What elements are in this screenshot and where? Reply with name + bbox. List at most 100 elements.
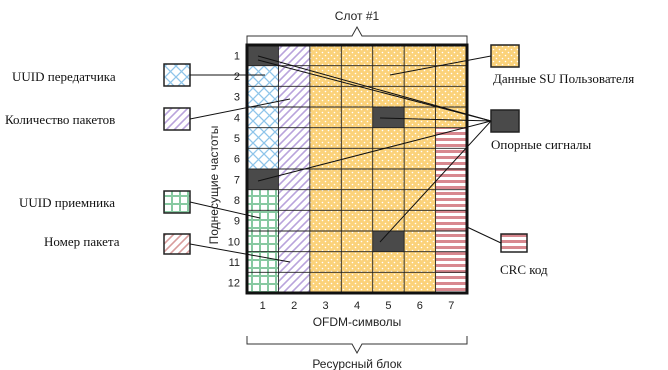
uuid-tx-cell (247, 86, 279, 107)
column-number: 4 (354, 300, 360, 312)
uuid-tx-cell (247, 127, 279, 149)
connector-packet-number (189, 243, 291, 263)
su-data-cell (404, 127, 436, 149)
column-number: 2 (291, 300, 297, 312)
su-data-cell (372, 272, 405, 293)
su-data-cell (309, 189, 342, 211)
x-axis-label: OFDM-символы (313, 315, 402, 329)
legend-uuid-tx: UUID передатчика (12, 63, 191, 87)
su-data-cell (372, 127, 405, 149)
su-data-cell (309, 45, 342, 66)
grid-border (245, 43, 469, 295)
su-data-cell (309, 210, 342, 231)
connector-uuid-rx (189, 201, 261, 219)
su-data-cell (372, 65, 405, 87)
uuid-tx-cell (247, 65, 279, 87)
y-axis-label: Поднесущие частоты (207, 126, 221, 245)
column-number: 7 (448, 300, 454, 312)
su-data-cell (372, 86, 405, 107)
row-number: 7 (234, 174, 240, 186)
su-data-cell (309, 231, 342, 252)
su-data-cell (341, 251, 373, 273)
slot-bracket (246, 25, 468, 44)
su-data-cell (309, 169, 342, 190)
su-data-cell (341, 231, 373, 252)
column-number: 1 (260, 300, 266, 312)
legend-crc: CRC код (500, 233, 548, 277)
su-data-cell (341, 86, 373, 107)
su-data-cell (341, 45, 373, 66)
legend-swatch-crc (500, 233, 528, 253)
su-data-cell (404, 86, 436, 107)
connector-ref-e (257, 59, 492, 122)
legend-swatch-uuid-rx (163, 190, 191, 214)
packet-count-cell (278, 148, 310, 169)
su-data-cell (404, 169, 436, 190)
su-data-cell (309, 272, 342, 293)
row-number: 8 (234, 195, 240, 207)
packet-number-cell (278, 210, 310, 231)
legend-label-uuid-rx: UUID приемника (19, 195, 115, 210)
legend-label-packet-number: Номер пакета (44, 234, 120, 249)
su-data-cell (341, 210, 373, 231)
connector-ref-b (257, 120, 492, 182)
su-data-cell (435, 45, 467, 66)
su-data-cell (372, 251, 405, 273)
row-number: 5 (234, 133, 240, 145)
su-data-cell (372, 148, 405, 169)
row-number: 2 (234, 71, 240, 83)
uuid-rx-cell (247, 189, 279, 211)
su-data-cell (341, 272, 373, 293)
column-number: 5 (385, 300, 391, 312)
packet-number-cell (278, 231, 310, 252)
legend-uuid-rx: UUID приемника (19, 190, 191, 214)
packet-count-cell (278, 65, 310, 87)
reference-signal-cell (372, 231, 405, 252)
crc-cell (435, 272, 467, 293)
column-number: 3 (323, 300, 329, 312)
legend-label-reference-signals: Опорные сигналы (491, 137, 591, 152)
row-number: 12 (228, 278, 240, 290)
connector-su-data (389, 55, 492, 76)
su-data-cell (309, 65, 342, 87)
su-data-cell (309, 107, 342, 128)
crc-cell (435, 210, 467, 231)
legend-label-su-data: Данные SU Пользователя (493, 71, 634, 86)
row-number: 9 (234, 216, 240, 228)
su-data-cell (435, 65, 467, 87)
slot-label: Слот #1 (335, 9, 380, 23)
crc-cell (435, 148, 467, 169)
legend-label-uuid-tx: UUID передатчика (12, 69, 116, 84)
legend-swatch-su-data (490, 44, 520, 68)
row-number: 6 (234, 154, 240, 166)
su-data-cell (404, 148, 436, 169)
resource-block-bracket (246, 336, 468, 355)
su-data-cell (404, 45, 436, 66)
reference-signal-cell (247, 45, 279, 66)
legend-label-packet-count: Количество пакетов (5, 112, 115, 127)
su-data-cell (435, 86, 467, 107)
su-data-cell (372, 169, 405, 190)
connector-crc (466, 226, 502, 244)
su-data-cell (341, 127, 373, 149)
grid-lines (247, 45, 467, 293)
su-data-cell (341, 107, 373, 128)
crc-cell (435, 231, 467, 252)
legend-su-data: Данные SU Пользователя (490, 44, 634, 86)
uuid-tx-cell (247, 148, 279, 169)
su-data-cell (372, 189, 405, 211)
su-data-cell (404, 210, 436, 231)
packet-count-cell (278, 127, 310, 149)
connector-ref-a (257, 55, 492, 122)
uuid-rx-cell (247, 251, 279, 273)
legend-swatch-uuid-tx (163, 63, 191, 87)
packet-number-cell (278, 189, 310, 211)
su-data-cell (404, 231, 436, 252)
su-data-cell (341, 169, 373, 190)
uuid-rx-cell (247, 210, 279, 231)
legend-packet-count: Количество пакетов (5, 107, 191, 131)
su-data-cell (372, 45, 405, 66)
su-data-cell (372, 210, 405, 231)
packet-number-cell (278, 272, 310, 293)
